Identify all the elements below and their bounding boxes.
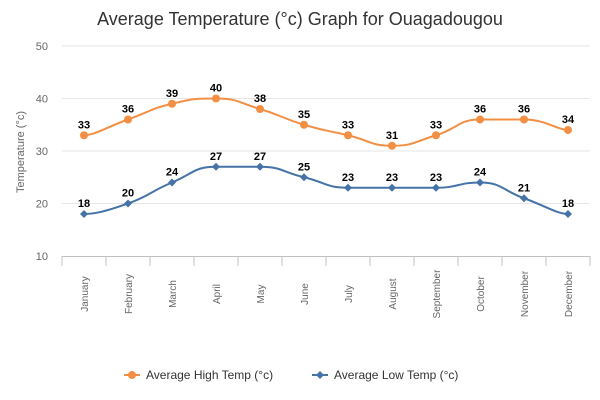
data-point-low[interactable]: [212, 162, 220, 171]
y-tick-label: 10: [36, 251, 48, 263]
data-label-low: 21: [518, 182, 530, 194]
data-point-high[interactable]: [564, 126, 572, 134]
data-point-high[interactable]: [344, 131, 352, 140]
data-label-low: 23: [430, 172, 442, 184]
legend-marker-circle: [128, 371, 136, 379]
data-point-high[interactable]: [256, 105, 264, 113]
data-point-low[interactable]: [300, 173, 308, 182]
data-label-low: 24: [166, 167, 179, 179]
data-point-high[interactable]: [432, 131, 440, 140]
data-label-high: 39: [166, 88, 178, 100]
x-tick-label: September: [432, 269, 443, 319]
x-tick-label: January: [80, 276, 91, 312]
data-label-high: 38: [254, 93, 266, 105]
legend-marker-diamond: [316, 371, 324, 379]
legend-label: Average Low Temp (°c): [334, 368, 458, 382]
data-labels: 33 36 39 40 38 35 33 31 33 36 36 34 18 20 24 27 27 25 23 23…: [78, 83, 575, 211]
data-label-low: 24: [474, 167, 487, 179]
data-label-low: 27: [254, 151, 266, 163]
legend-item-high[interactable]: Average High Temp (°c): [124, 368, 273, 382]
x-axis: January February March April May June July Augu…: [61, 256, 591, 319]
data-label-high: 34: [562, 114, 575, 126]
data-point-high[interactable]: [476, 115, 484, 124]
series-high-temp: [80, 94, 572, 150]
data-point-low[interactable]: [256, 162, 264, 171]
data-label-low: 23: [386, 172, 398, 184]
x-tick-label: June: [300, 283, 311, 305]
data-label-high: 35: [298, 109, 310, 121]
data-label-low: 20: [122, 188, 134, 200]
data-label-low: 18: [562, 198, 574, 210]
data-point-low[interactable]: [388, 183, 396, 192]
grid-lines: [62, 45, 590, 204]
data-label-high: 33: [78, 119, 90, 131]
y-tick-label: 40: [36, 94, 48, 106]
legend[interactable]: Average High Temp (°c) Average Low Temp (…: [124, 368, 458, 382]
series-low-temp: [80, 162, 572, 218]
x-tick-label: March: [168, 280, 179, 308]
x-tick-label: October: [476, 276, 487, 312]
data-label-high: 31: [386, 130, 398, 142]
x-tick-label: November: [520, 270, 531, 317]
x-tick-label: July: [344, 285, 355, 303]
data-point-low[interactable]: [564, 210, 572, 218]
data-point-low[interactable]: [432, 183, 440, 192]
chart-title: Average Temperature (°c) Graph for Ouaga…: [97, 9, 503, 29]
data-label-high: 33: [342, 119, 354, 131]
data-point-high[interactable]: [80, 131, 88, 140]
series-line-high: [83, 97, 569, 147]
data-label-low: 23: [342, 172, 354, 184]
data-point-high[interactable]: [300, 120, 308, 129]
x-tick-label: April: [212, 284, 223, 304]
data-label-high: 33: [430, 119, 442, 131]
y-axis-ticks: 10 20 30 40 50: [36, 41, 48, 263]
data-label-low: 25: [298, 161, 310, 173]
data-label-low: 18: [78, 198, 90, 210]
x-tick-label: May: [256, 285, 267, 304]
legend-item-low[interactable]: Average Low Temp (°c): [312, 368, 458, 382]
series-layer: [80, 94, 572, 218]
y-axis-title: Temperature (°c): [15, 111, 27, 193]
data-label-high: 40: [210, 83, 222, 95]
data-label-high: 36: [122, 104, 134, 116]
y-tick-label: 50: [36, 41, 48, 53]
x-tick-label: August: [388, 278, 399, 309]
x-tick-label: February: [124, 274, 135, 314]
legend-label: Average High Temp (°c): [146, 368, 273, 382]
y-tick-label: 30: [36, 146, 48, 158]
series-line-low: [83, 165, 569, 215]
data-point-high[interactable]: [520, 115, 528, 124]
x-tick-label: December: [564, 270, 575, 317]
data-point-low[interactable]: [520, 194, 528, 203]
data-label-high: 36: [474, 104, 486, 116]
data-point-low[interactable]: [80, 210, 88, 218]
data-point-low[interactable]: [476, 178, 484, 187]
data-label-low: 27: [210, 151, 222, 163]
data-point-low[interactable]: [124, 199, 132, 208]
data-label-high: 36: [518, 104, 530, 116]
data-point-high[interactable]: [388, 141, 396, 150]
data-point-high[interactable]: [124, 115, 132, 124]
data-point-high[interactable]: [168, 99, 176, 108]
y-tick-label: 20: [36, 199, 48, 211]
data-point-low[interactable]: [168, 178, 176, 187]
data-point-high[interactable]: [212, 94, 220, 103]
data-point-low[interactable]: [344, 183, 352, 192]
